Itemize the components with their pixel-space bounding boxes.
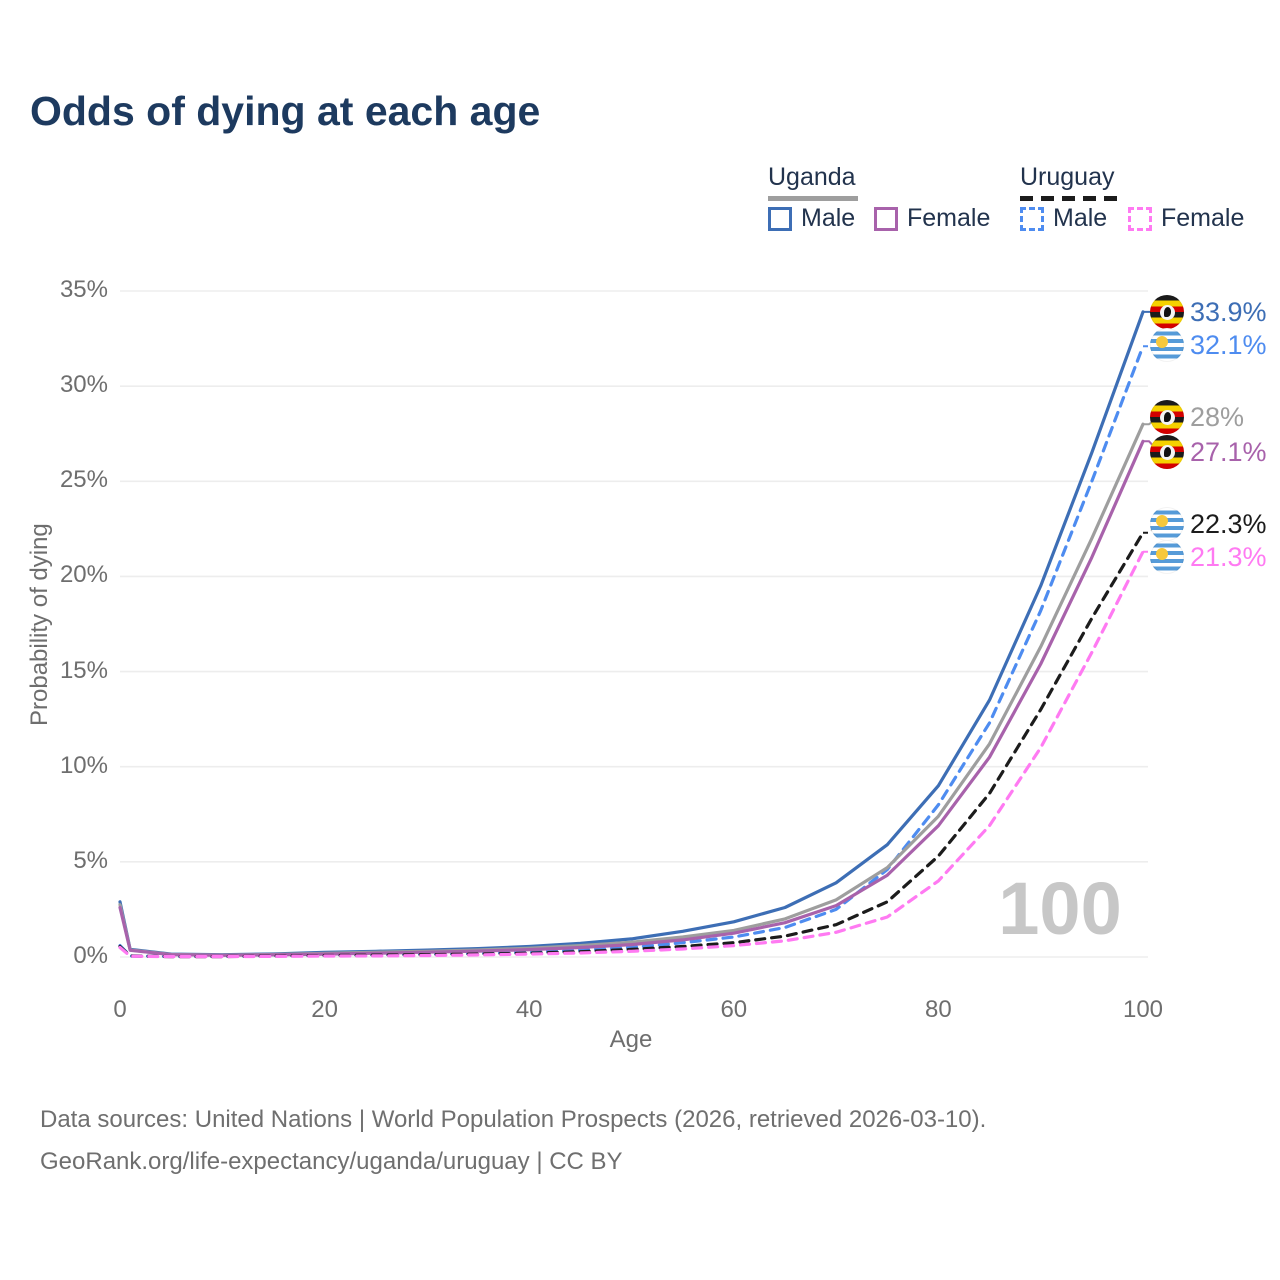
legend-uganda-line-swatch [768, 196, 858, 201]
end-label-uruguay-both: 22.3% [1150, 507, 1267, 541]
y-tick-label-0%: 0% [73, 942, 108, 969]
uruguay-flag-icon [1150, 540, 1184, 574]
x-axis-title: Age [609, 1026, 653, 1053]
uruguay-flag-icon [1150, 328, 1184, 362]
legend-uruguay-line-swatch [1020, 196, 1120, 201]
x-tick-label-40: 40 [515, 996, 543, 1023]
y-tick-label-20%: 20% [59, 561, 108, 589]
x-tick-label-60: 60 [720, 996, 748, 1023]
end-value-uruguay-female: 21.3% [1190, 542, 1267, 572]
end-label-uruguay-female: 21.3% [1150, 540, 1267, 574]
gridlines [120, 290, 1148, 958]
end-value-uganda-both: 28% [1190, 402, 1245, 432]
x-tick-label-100: 100 [1122, 996, 1164, 1023]
legend-label-uruguay-male[interactable]: Male [1053, 204, 1108, 232]
end-label-uganda-female: 27.1% [1150, 435, 1267, 469]
end-label-uruguay-male: 32.1% [1150, 328, 1267, 362]
legend-label-uruguay-female[interactable]: Female [1161, 204, 1245, 232]
end-label-uganda-both: 28% [1150, 400, 1244, 434]
legend-swatch-uganda-male[interactable] [768, 207, 792, 231]
uganda-flag-icon [1150, 295, 1184, 329]
end-value-uganda-male: 33.9% [1190, 297, 1267, 327]
y-tick-label-25%: 25% [59, 466, 108, 494]
legend-label-uganda-female[interactable]: Female [907, 204, 991, 232]
y-axis-title: Probability of dying [26, 523, 53, 727]
y-tick-label-35%: 35% [59, 276, 108, 303]
y-tick-label-10%: 10% [59, 751, 108, 779]
x-tick-label-80: 80 [925, 996, 952, 1023]
end-label-uganda-male: 33.9% [1150, 295, 1267, 329]
series-line-uruguay-female[interactable] [118, 550, 1145, 959]
attribution-link-text[interactable]: GeoRank.org/life-expectancy/uganda/urugu… [40, 1148, 623, 1175]
legend-group-uganda: Uganda [768, 163, 856, 191]
x-tick-label-0: 0 [113, 996, 127, 1023]
connector-uruguay-both-sexes [1143, 523, 1160, 534]
series-line-uganda-male[interactable] [118, 310, 1145, 957]
legend-label-uganda-male[interactable]: Male [801, 204, 856, 232]
page-title: Odds of dying at each age [30, 88, 541, 134]
y-tick-label-5%: 5% [73, 846, 108, 874]
uganda-flag-icon [1150, 400, 1184, 434]
x-tick-label-20: 20 [311, 996, 338, 1023]
legend-swatch-uganda-female[interactable] [874, 207, 898, 231]
end-value-uruguay-both: 22.3% [1190, 509, 1267, 539]
data-series-lines [118, 310, 1145, 959]
legend-group-uruguay: Uruguay [1020, 163, 1115, 191]
age-hover-watermark: 100 [998, 867, 1122, 950]
data-sources-text: Data sources: United Nations | World Pop… [40, 1106, 987, 1133]
uruguay-flag-icon [1150, 507, 1184, 541]
end-value-uruguay-male: 32.1% [1190, 330, 1267, 360]
y-tick-label-30%: 30% [59, 371, 108, 399]
legend-swatch-uruguay-female[interactable] [1128, 207, 1152, 231]
legend-swatch-uruguay-male[interactable] [1020, 207, 1044, 231]
y-tick-label-15%: 15% [59, 656, 108, 684]
series-line-uruguay-male[interactable] [118, 344, 1145, 959]
end-value-uganda-female: 27.1% [1190, 437, 1267, 467]
uganda-flag-icon [1150, 435, 1184, 469]
